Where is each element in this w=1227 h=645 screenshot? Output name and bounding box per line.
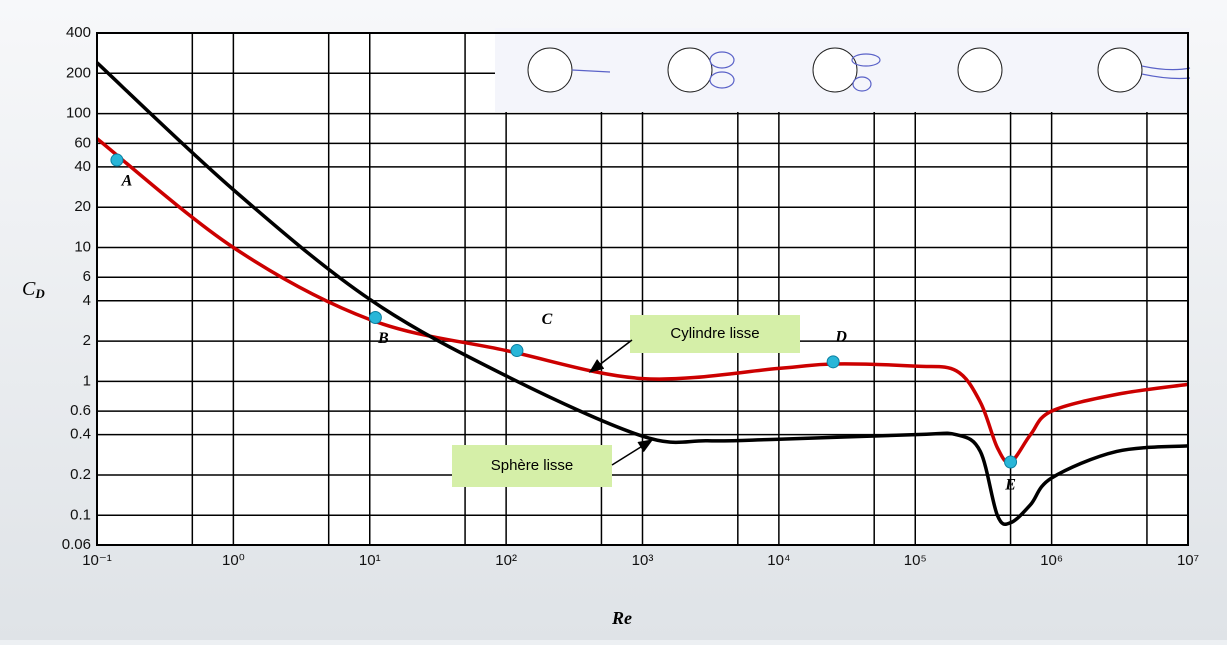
y-label-subscript: D [34, 286, 45, 301]
point-label: B [377, 330, 389, 347]
point-label: D [834, 329, 847, 346]
point-marker [511, 345, 523, 357]
y-tick-label: 100 [66, 105, 91, 122]
x-tick-label: 10⁵ [904, 552, 927, 569]
x-tick-label: 10⁴ [767, 552, 790, 569]
point-label: C [542, 311, 553, 328]
x-tick-label: 10⁰ [222, 552, 245, 569]
y-tick-label: 2 [83, 332, 91, 349]
inset-cylinder [1098, 48, 1142, 92]
point-label: E [1004, 477, 1016, 494]
point-label: A [121, 173, 133, 190]
y-tick-label: 60 [74, 134, 91, 151]
y-label-symbol: C [22, 278, 36, 300]
y-tick-label: 40 [74, 158, 91, 175]
chart: Cylindre lisse Sphère lisse CD Re 10⁻¹10… [0, 0, 1227, 640]
y-tick-label: 0.1 [70, 506, 91, 523]
point-marker [827, 356, 839, 368]
y-tick-label: 20 [74, 198, 91, 215]
y-tick-label: 4 [83, 292, 91, 309]
point-marker [1005, 456, 1017, 468]
inset-cylinder [813, 48, 857, 92]
inset-cylinder [528, 48, 572, 92]
y-tick-label: 200 [66, 64, 91, 81]
x-tick-label: 10¹ [359, 552, 381, 569]
point-marker [369, 312, 381, 324]
x-tick-label: 10³ [632, 552, 654, 569]
inset-cylinder [668, 48, 712, 92]
y-tick-label: 400 [66, 24, 91, 41]
y-tick-label: 6 [83, 268, 91, 285]
inset-cylinder [958, 48, 1002, 92]
x-axis-label: Re [611, 608, 632, 628]
x-tick-label: 10⁷ [1177, 552, 1199, 569]
y-tick-label: 1 [83, 372, 91, 389]
legend-label: Cylindre lisse [670, 325, 759, 342]
x-tick-label: 10⁶ [1040, 552, 1063, 569]
point-marker [111, 154, 123, 166]
y-tick-label: 0.06 [62, 536, 91, 553]
legend-label: Sphère lisse [491, 457, 574, 474]
y-tick-label: 0.2 [70, 466, 91, 483]
y-tick-label: 0.6 [70, 402, 91, 419]
y-tick-label: 0.4 [70, 426, 91, 443]
flow-inset [495, 28, 1190, 112]
x-tick-label: 10⁻¹ [82, 552, 112, 569]
x-tick-label: 10² [495, 552, 517, 569]
y-tick-label: 10 [74, 238, 91, 255]
